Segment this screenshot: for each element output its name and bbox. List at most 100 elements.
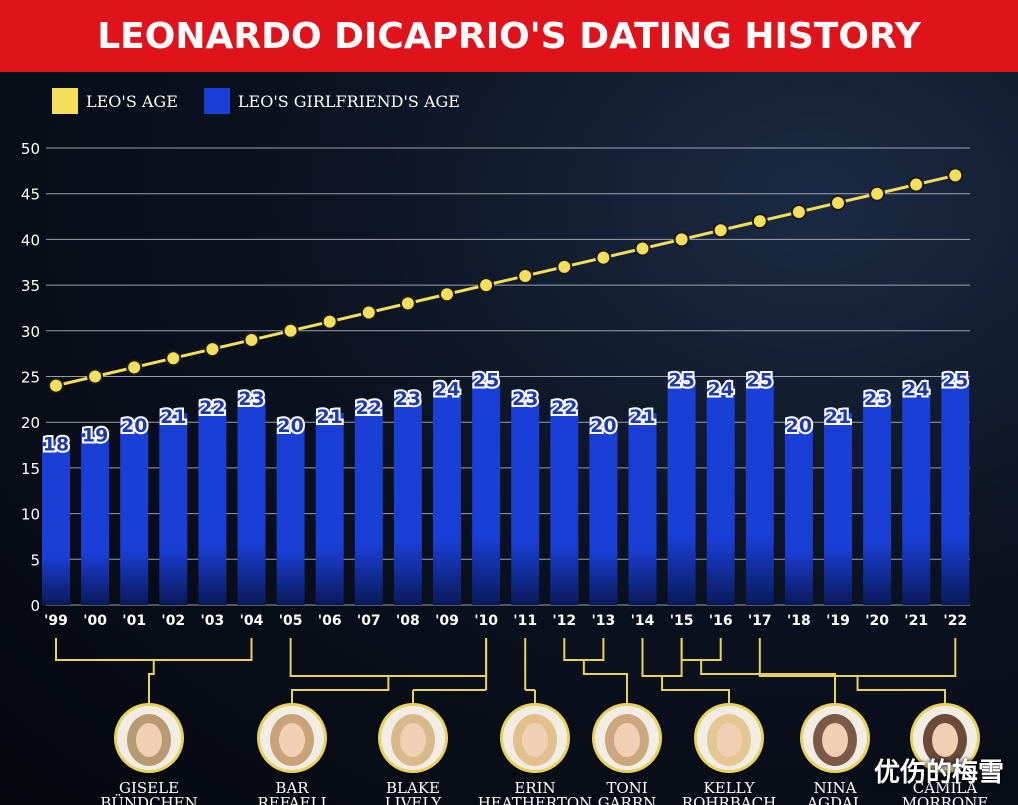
- x-tick-label: '13: [592, 613, 616, 629]
- portrait-face: [136, 723, 162, 757]
- legend-item-girlfriend: LEO'S GIRLFRIEND'S AGE: [203, 88, 460, 114]
- legend-item-leo: LEO'S AGE: [52, 88, 178, 114]
- leo-age-point: [869, 185, 886, 202]
- girlfriend-bracket: [680, 638, 836, 706]
- bar-value-label: 24: [903, 379, 929, 401]
- bracket-span: [758, 638, 957, 677]
- girlfriend-bracket: [412, 638, 488, 706]
- girlfriend-portrait: [910, 703, 980, 773]
- portrait-face: [716, 723, 742, 757]
- leo-age-point: [790, 203, 807, 220]
- chart-title: LEONARDO DICAPRIO'S DATING HISTORY: [97, 15, 921, 57]
- x-tick-label: '16: [709, 613, 733, 629]
- watermark: 优伤的梅雪: [873, 758, 1004, 788]
- portrait-face: [279, 723, 305, 757]
- girlfriend-portrait: [114, 703, 184, 773]
- x-tick-label: '09: [435, 613, 459, 629]
- girlfriend-name: GISELE: [119, 779, 179, 797]
- leo-age-point: [48, 377, 64, 394]
- x-tick-label: '15: [670, 613, 694, 629]
- bar: [159, 413, 188, 605]
- bar: [42, 440, 70, 605]
- bar: [81, 431, 110, 605]
- y-tick-label: 50: [21, 140, 40, 158]
- x-tick-label: '06: [318, 613, 342, 629]
- bar-value-label: 23: [512, 388, 538, 410]
- y-tick-label: 30: [21, 323, 40, 341]
- girlfriend-name: REFAELI: [257, 794, 326, 805]
- x-tick-label: '18: [787, 613, 811, 629]
- bar: [902, 385, 931, 605]
- leo-age-point: [556, 258, 573, 275]
- bar: [550, 403, 579, 605]
- x-tick-label: '05: [279, 613, 303, 629]
- y-tick-label: 10: [21, 506, 40, 524]
- bracket-link: [661, 676, 730, 706]
- leo-age-point: [634, 240, 651, 257]
- bar-value-label: 18: [43, 433, 69, 455]
- girlfriend-name: LIVELY: [385, 794, 443, 805]
- bar: [784, 422, 813, 605]
- bar: [472, 376, 501, 605]
- leo-age-point: [87, 368, 104, 385]
- bar-value-label: 24: [707, 379, 733, 401]
- portrait-face: [932, 723, 958, 757]
- bar: [824, 413, 852, 605]
- bracket-link: [582, 660, 628, 706]
- bar-value-label: 20: [786, 415, 812, 437]
- bracket-link: [856, 676, 946, 706]
- x-tick-label: '14: [631, 613, 655, 629]
- girlfriend-bracket: [289, 638, 488, 706]
- legend-swatch-leo: [52, 88, 78, 114]
- x-tick-label: '11: [513, 613, 537, 629]
- bar-value-label: 23: [395, 388, 421, 410]
- bracket-link: [148, 660, 155, 706]
- girlfriend-name: BAR: [275, 779, 309, 797]
- x-tick-label: '08: [396, 613, 420, 629]
- bracket-span: [641, 638, 683, 677]
- y-tick-label: 25: [21, 369, 40, 387]
- legend: LEO'S AGE LEO'S GIRLFRIEND'S AGE: [52, 88, 486, 114]
- bar: [393, 394, 422, 605]
- bar-value-label: 21: [629, 406, 655, 428]
- bar-value-label: 23: [238, 388, 264, 410]
- x-tick-label: '19: [826, 613, 850, 629]
- y-tick-label: 45: [21, 186, 40, 204]
- bar: [315, 413, 344, 605]
- girlfriend-name: KELLY: [703, 779, 755, 797]
- leo-age-point: [830, 194, 846, 211]
- bracket-span: [563, 638, 605, 661]
- x-tick-label: '22: [943, 613, 967, 629]
- y-tick-label: 35: [21, 277, 40, 295]
- bar: [589, 422, 618, 605]
- bar: [433, 385, 461, 605]
- bar-value-label: 23: [864, 388, 890, 410]
- bar: [120, 422, 149, 605]
- y-tick-label: 20: [21, 414, 40, 432]
- bar: [237, 394, 266, 605]
- girlfriend-portrait: [500, 703, 570, 773]
- bar-value-label: 20: [277, 415, 303, 437]
- leo-age-point: [321, 313, 338, 330]
- girlfriend-bracket: [55, 638, 253, 706]
- bar-value-label: 21: [316, 406, 342, 428]
- legend-label-girlfriend: LEO'S GIRLFRIEND'S AGE: [237, 91, 460, 111]
- bracket-span: [289, 638, 488, 677]
- portrait-face: [400, 723, 426, 757]
- bar: [276, 422, 305, 605]
- leo-age-point: [673, 231, 690, 248]
- girlfriend-bracket: [524, 638, 536, 706]
- girlfriend-name: BÜNDCHEN: [100, 794, 197, 805]
- bar: [941, 376, 970, 605]
- leo-age-point: [478, 277, 495, 294]
- title-banner: LEONARDO DICAPRIO'S DATING HISTORY: [0, 0, 1018, 72]
- leo-age-point: [751, 213, 768, 230]
- y-tick-label: 40: [21, 231, 40, 249]
- bracket-link: [291, 676, 390, 706]
- x-tick-label: '07: [357, 613, 381, 629]
- girlfriend-bracket: [758, 638, 957, 706]
- x-tick-label: '01: [122, 613, 146, 629]
- leo-age-point: [908, 176, 925, 193]
- legend-swatch-girlfriend: [203, 88, 230, 114]
